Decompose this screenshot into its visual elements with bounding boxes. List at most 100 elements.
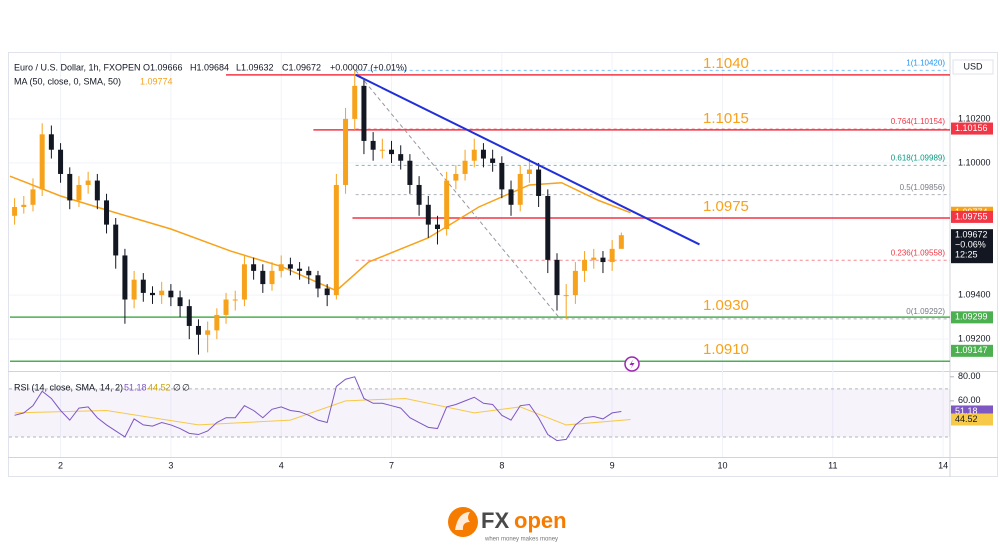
candle-body	[278, 264, 284, 271]
candle-body	[545, 195, 551, 260]
price-label: 1.09147	[955, 345, 988, 355]
candle-body	[508, 189, 514, 205]
x-tick-label: 3	[168, 460, 173, 470]
candle-body	[131, 279, 137, 300]
rsi-signal-line	[14, 397, 631, 426]
candle-body	[444, 180, 450, 230]
level-label: 1.1040	[703, 55, 749, 72]
rsi-na: ∅	[182, 382, 190, 392]
price-label: 1.09299	[955, 312, 988, 322]
rsi-title: RSI (14, close, SMA, 14, 2)	[14, 382, 123, 392]
level-label: 1.0930	[703, 297, 749, 314]
candle-body	[490, 158, 496, 163]
level-label: 1.0975	[703, 198, 749, 215]
rsi-tick-label: 80.00	[958, 371, 981, 381]
candle-body	[67, 173, 73, 201]
candle-body	[609, 248, 615, 263]
candle-body	[104, 200, 110, 225]
candle-body	[591, 257, 597, 260]
candle-body	[195, 325, 201, 335]
header-high: H1.09684	[190, 62, 229, 72]
candle-body	[168, 290, 174, 298]
fib-label: 0.5(1.09856)	[900, 183, 946, 192]
candle-body	[48, 134, 54, 150]
candle-body	[94, 180, 100, 201]
candle-body	[214, 314, 220, 331]
level-label: 1.0910	[703, 341, 749, 358]
x-tick-label: 8	[499, 460, 504, 470]
candle-body	[398, 154, 404, 161]
fib-label: 1(1.10420)	[906, 59, 945, 68]
price-label: 1.09755	[955, 211, 988, 221]
candle-body	[526, 169, 532, 174]
candle-body	[352, 85, 358, 119]
candle-body	[223, 299, 229, 315]
candle-body	[297, 268, 303, 271]
ma-title: MA (50, close, 0, SMA, 50)	[14, 76, 121, 86]
candle-body	[343, 118, 349, 185]
candle-body	[149, 292, 155, 296]
candle-body	[113, 224, 119, 256]
price-label-box	[951, 344, 993, 357]
logo-text: open	[514, 508, 567, 533]
candle-body	[205, 330, 211, 335]
fib-trend	[355, 70, 561, 320]
candle-body	[251, 264, 257, 271]
candle-body	[480, 149, 486, 159]
fib-label: 0(1.09292)	[906, 307, 945, 316]
level-label: 1.1015	[703, 110, 749, 127]
x-tick-label: 9	[610, 460, 615, 470]
last-price-change: −0.06%	[955, 240, 986, 250]
fib-label: 0.618(1.09989)	[891, 153, 946, 162]
candle-body	[122, 255, 128, 300]
candle-body	[499, 162, 505, 190]
candle-body	[370, 140, 376, 150]
candle-body	[517, 173, 523, 205]
candle-body	[582, 259, 588, 271]
price-label: 1.10156	[955, 123, 988, 133]
rsi-band	[9, 388, 950, 437]
ma-value: 1.09774	[140, 76, 173, 86]
labels: 2 3 4 7 8 9 10 11 14 1.09200 1.09400 1.10000 1.10200…	[58, 55, 993, 470]
candle-body	[269, 270, 275, 285]
x-tick-label: 2	[58, 460, 63, 470]
candle-body	[462, 160, 468, 174]
plot	[9, 69, 950, 442]
header-open: O1.09666	[143, 62, 183, 72]
candle-body	[39, 134, 45, 190]
fib-label: 0.236(1.09558)	[891, 248, 946, 257]
candle-body	[434, 224, 440, 230]
price-label-box	[951, 122, 993, 135]
rsi-value-box	[951, 413, 993, 426]
candle-body	[416, 184, 422, 205]
y-tick-label: 1.09400	[958, 289, 991, 299]
ma-line	[9, 175, 631, 292]
rsi-axis-value: 51.18	[955, 406, 978, 416]
last-price: 1.09672	[955, 230, 988, 240]
event-icon-bolt	[629, 359, 635, 369]
candle-body	[140, 279, 146, 293]
candle-body	[324, 288, 330, 296]
rsi-line	[14, 376, 622, 442]
candle-body	[232, 299, 238, 301]
candle-body	[333, 184, 339, 296]
candle-body	[425, 204, 431, 225]
y-tick-label: 1.10000	[958, 157, 991, 167]
candle-body	[600, 257, 606, 263]
candle-body	[177, 297, 183, 307]
candle-body	[563, 295, 569, 297]
rsi-value: 51.18	[124, 382, 147, 392]
candle-body	[260, 270, 266, 285]
candle-body	[58, 149, 64, 174]
candle-body	[85, 180, 91, 185]
currency-box[interactable]	[952, 59, 994, 75]
header-low: L1.09632	[236, 62, 274, 72]
candle-body	[379, 149, 385, 151]
candle-body	[21, 204, 27, 207]
candle-body	[287, 264, 293, 269]
currency: USD	[963, 61, 983, 71]
price-label-box	[951, 311, 993, 324]
x-tick-label: 14	[938, 460, 948, 470]
